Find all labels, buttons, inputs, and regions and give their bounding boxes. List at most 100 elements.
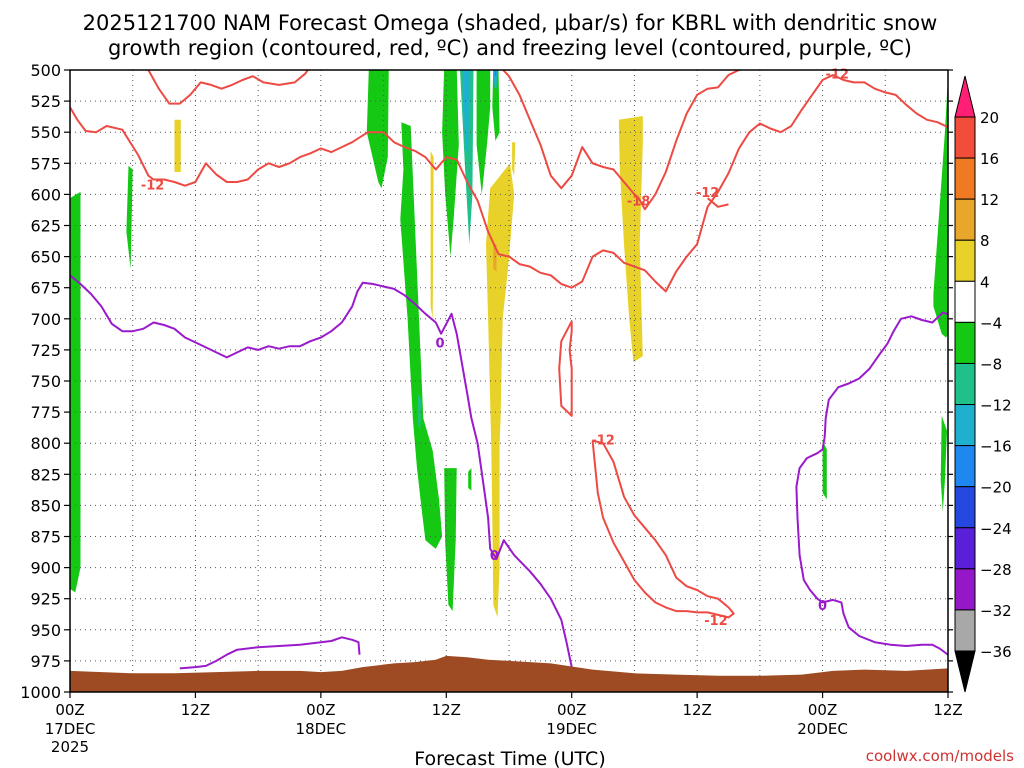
- omega-teal-2: [418, 393, 422, 431]
- y-tick-label: 800: [30, 434, 61, 453]
- colorbar-label: −36: [980, 643, 1012, 661]
- colorbar-segment: [954, 527, 976, 570]
- y-tick-label: 900: [30, 559, 61, 578]
- omega-green-12: [468, 468, 472, 491]
- y-tick-label: 850: [30, 496, 61, 515]
- contour-lines: [70, 70, 948, 670]
- y-tick-label: 675: [30, 279, 61, 298]
- y-tick-label: 925: [30, 590, 61, 609]
- colorbar-segment: [954, 280, 976, 323]
- colorbar-segment: [954, 321, 976, 364]
- colorbar-segment: [954, 445, 976, 488]
- colorbar-label: −12: [980, 397, 1012, 415]
- colorbar-segment: [954, 239, 976, 282]
- colorbar-segment: [954, 609, 976, 652]
- omega-green-11: [940, 415, 947, 512]
- colorbar-segment: [954, 198, 976, 241]
- red-contour-12-top: [147, 70, 310, 105]
- x-tick-label: 00Z: [55, 701, 84, 719]
- colorbar: 20 16 12 8 4 −4 −8 −12 −16 −20 −24 −28 −32 −36: [954, 75, 1012, 693]
- colorbar-label: −20: [980, 479, 1012, 497]
- omega-blue-1: [494, 70, 497, 77]
- colorbar-segment: [954, 404, 976, 447]
- colorbar-bottom-arrow: [954, 650, 976, 693]
- colorbar-label: −16: [980, 438, 1012, 456]
- y-tick-label: 825: [30, 465, 61, 484]
- omega-yellow-2: [430, 150, 434, 319]
- omega-green-1: [70, 191, 81, 593]
- omega-green-5: [442, 70, 459, 257]
- colorbar-label: 16: [980, 150, 999, 168]
- omega-green-6: [444, 468, 457, 612]
- omega-yellow-5: [618, 116, 643, 363]
- y-tick-label: 950: [30, 621, 61, 640]
- red-contour-12-right: [706, 197, 729, 208]
- colorbar-label: 8: [980, 232, 990, 250]
- contour-label: -12: [696, 186, 720, 201]
- contour-label: -12: [825, 68, 849, 83]
- y-tick-label: 775: [30, 403, 61, 422]
- x-tick-label: 12Z: [432, 701, 461, 719]
- purple-freezing-right: [795, 311, 948, 656]
- y-tick-label: 525: [30, 92, 61, 111]
- x-tick-date: 20DEC: [797, 720, 848, 738]
- omega-teal-1: [460, 70, 474, 245]
- contour-label: -12: [704, 614, 728, 629]
- red-contour-12-left: [70, 74, 948, 293]
- x-axis-title: Forecast Time (UTC): [414, 748, 605, 768]
- y-tick-label: 875: [30, 528, 61, 547]
- omega-yellow-1: [174, 119, 181, 172]
- omega-yellow-3: [486, 163, 515, 618]
- contour-label: 0: [490, 549, 499, 564]
- y-tick-label: 700: [30, 310, 61, 329]
- y-tick-label: 1000: [20, 683, 61, 702]
- colorbar-segment: [954, 116, 976, 159]
- colorbar-top-arrow: [954, 75, 976, 118]
- y-tick-label: 650: [30, 248, 61, 267]
- x-tick-label: 12Z: [181, 701, 210, 719]
- x-tick-label: 00Z: [306, 701, 335, 719]
- y-tick-label: 975: [30, 652, 61, 671]
- contour-label: -18: [627, 195, 651, 210]
- colorbar-segment: [954, 362, 976, 406]
- y-tick-label: 550: [30, 123, 61, 142]
- colorbar-label: 20: [980, 109, 999, 127]
- purple-freezing-left: [70, 274, 573, 668]
- omega-orange-1: [493, 244, 497, 272]
- x-tick-label: 12Z: [933, 701, 962, 719]
- omega-green-7: [492, 70, 500, 141]
- omega-green-4: [400, 122, 443, 549]
- x-tick-label: 00Z: [557, 701, 586, 719]
- omega-green-8: [476, 70, 491, 195]
- terrain-fill: [70, 655, 948, 692]
- credit-text: coolwx.com/models: [866, 747, 1014, 765]
- y-tick-label: 625: [30, 217, 61, 236]
- y-axis: 500 525 550 575 600 625 650 675 700 725 750 775 800 8…: [20, 61, 953, 702]
- x-tick-label: 00Z: [808, 701, 837, 719]
- red-contour-18: [501, 70, 741, 211]
- colorbar-segment: [954, 157, 976, 200]
- colorbar-label: −8: [980, 355, 1002, 373]
- x-tick-label: 12Z: [682, 701, 711, 719]
- omega-shading: [70, 70, 948, 618]
- purple-freezing-bottom: [179, 636, 361, 670]
- colorbar-label: 12: [980, 191, 999, 209]
- y-tick-label: 725: [30, 341, 61, 360]
- chart-title-line2: growth region (contoured, red, ºC) and f…: [108, 36, 912, 60]
- colorbar-label: 4: [980, 273, 990, 291]
- colorbar-segment: [954, 486, 976, 529]
- contour-label: 0: [435, 336, 444, 351]
- contour-label: -12: [141, 178, 165, 193]
- colorbar-segment: [954, 568, 976, 611]
- colorbar-label: −28: [980, 561, 1012, 579]
- red-contour-12-loop: [558, 320, 573, 417]
- colorbar-label: −4: [980, 314, 1002, 332]
- colorbar-label: −24: [980, 520, 1012, 538]
- contour-label: 0: [818, 599, 827, 614]
- omega-green-2: [126, 165, 133, 269]
- omega-green-3: [366, 70, 389, 189]
- colorbar-label: −32: [980, 602, 1012, 620]
- contour-label: -12: [591, 433, 615, 448]
